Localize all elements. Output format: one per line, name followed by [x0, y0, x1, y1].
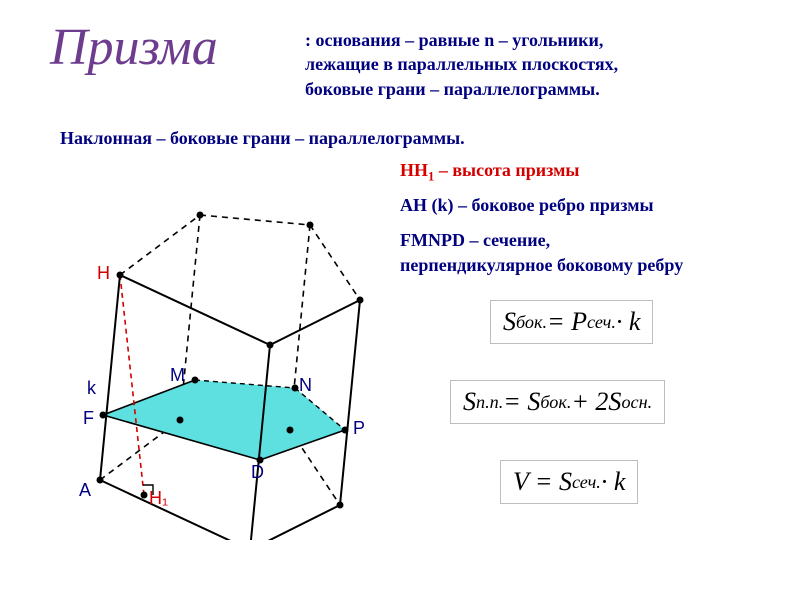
definition-line: боковые грани – параллелограммы. — [305, 77, 618, 101]
vertex-label-P: P — [353, 418, 365, 439]
annotation-section-1: FMNPD – сечение, — [400, 230, 550, 251]
annotation-edge: AH (k) – боковое ребро призмы — [400, 195, 654, 216]
page-title: Призма — [50, 18, 218, 77]
definition-line: : основания – равные n – угольники, — [305, 28, 618, 52]
vertex-label-k: k — [87, 378, 96, 399]
vertex-label-N: N — [299, 375, 312, 396]
vertex-label-D: D — [251, 462, 264, 483]
formula-volume: V = Sсеч. · k — [500, 460, 638, 504]
annotation-section-2: перпендикулярное боковому ребру — [400, 255, 683, 276]
definition-text: : основания – равные n – угольники, лежа… — [305, 28, 618, 101]
vertex-label-H: H — [97, 263, 110, 284]
vertex-label-A: A — [79, 480, 91, 501]
prism-diagram: H H₁ AkF M N P D — [45, 160, 385, 540]
vertex-label-H1: H₁ — [149, 488, 168, 509]
definition-line: лежащие в параллельных плоскостях, — [305, 52, 618, 76]
formula-lateral-area: Sбок. = Pсеч. · k — [490, 300, 653, 344]
vertex-label-M: M — [170, 365, 185, 386]
vertex-label-F: F — [83, 408, 94, 429]
subtitle-text: Наклонная – боковые грани – параллелогра… — [60, 128, 465, 149]
formula-total-area: Sп.п. = Sбок. + 2Sосн. — [450, 380, 665, 424]
annotation-height: HH1 – высота призмы — [400, 160, 579, 185]
